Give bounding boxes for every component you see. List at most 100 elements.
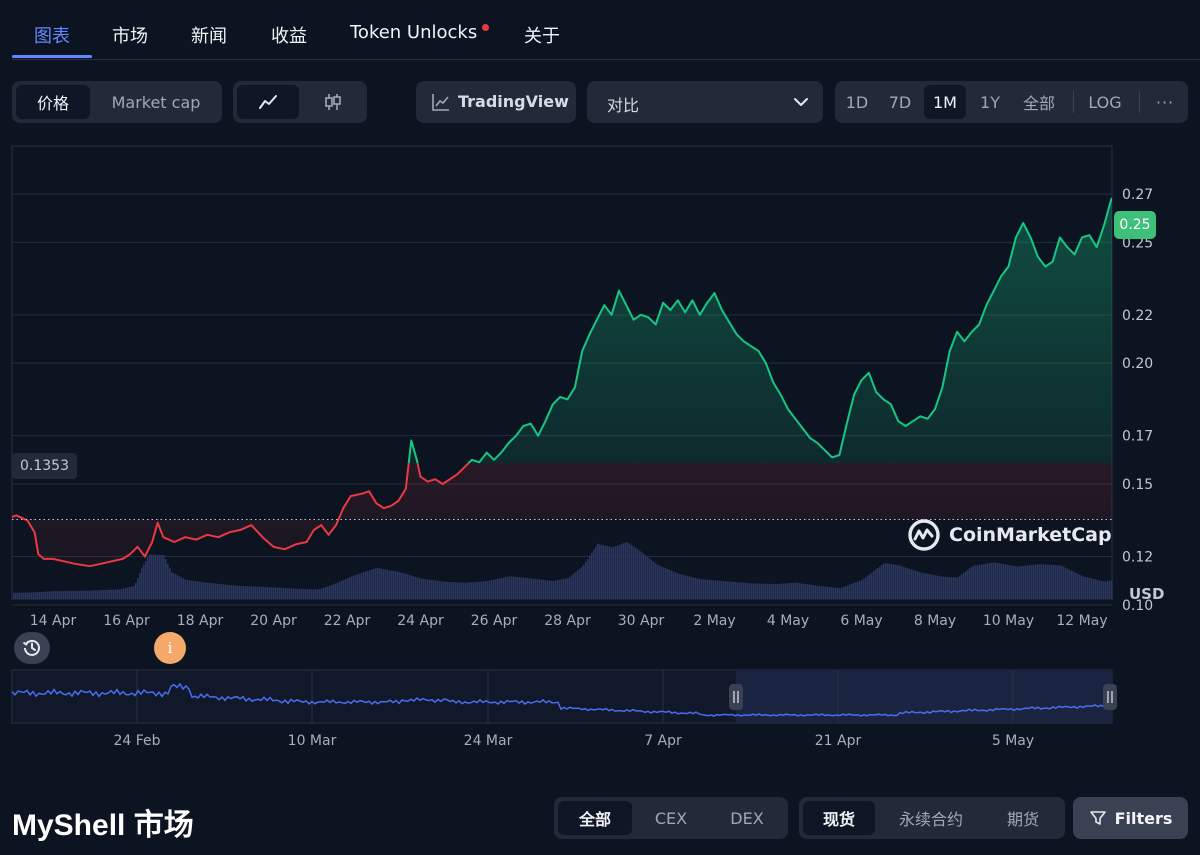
volume-bar <box>269 587 271 599</box>
volume-bar <box>75 590 77 599</box>
volume-bar <box>95 590 97 599</box>
volume-bar <box>607 546 609 599</box>
filter-all-button[interactable]: 全部 <box>558 801 632 835</box>
volume-bar <box>599 544 601 599</box>
price-button[interactable]: 价格 <box>16 85 90 119</box>
tab-news[interactable]: 新闻 <box>191 26 227 47</box>
volume-bar <box>949 577 951 599</box>
volume-bar <box>1065 567 1067 599</box>
tab-about[interactable]: 关于 <box>524 26 560 47</box>
contract-type-toggle: 现货 永续合约 期货 <box>799 797 1065 839</box>
volume-bar <box>15 592 17 599</box>
filter-cex-button[interactable]: CEX <box>654 808 688 828</box>
volume-bar <box>1009 565 1011 599</box>
volume-bar <box>245 586 247 599</box>
filter-spot-button[interactable]: 现货 <box>803 801 875 835</box>
filter-perpetual-button[interactable]: 永续合约 <box>898 810 963 829</box>
navigator-right-handle[interactable] <box>1103 684 1117 710</box>
volume-bar <box>545 580 547 599</box>
navigator-date-label: 21 Apr <box>815 733 862 749</box>
volume-bar <box>271 587 273 599</box>
volume-bar <box>649 558 651 599</box>
volume-bar <box>435 580 437 599</box>
tab-yield[interactable]: 收益 <box>271 26 307 47</box>
filter-futures-button[interactable]: 期货 <box>1006 810 1039 829</box>
volume-bar <box>239 585 241 599</box>
volume-bar <box>997 563 999 599</box>
filter-dex-button[interactable]: DEX <box>730 808 764 828</box>
volume-bar <box>711 580 713 599</box>
volume-bar <box>423 578 425 599</box>
volume-bar <box>679 574 681 599</box>
volume-bar <box>687 576 689 599</box>
volume-bar <box>193 580 195 599</box>
volume-bar <box>807 584 809 599</box>
compare-select[interactable]: 对比 <box>587 81 823 123</box>
candlestick-button[interactable] <box>303 85 363 119</box>
line-chart-button[interactable] <box>237 85 299 119</box>
tab-chart[interactable]: 图表 <box>34 26 70 47</box>
volume-bar <box>595 546 597 599</box>
volume-bar <box>645 555 647 599</box>
timeframe-1y[interactable]: 1Y <box>980 92 1000 112</box>
volume-bar <box>925 573 927 599</box>
volume-bar <box>291 588 293 599</box>
y-tick-label: 0.12 <box>1122 550 1153 566</box>
volume-bar <box>107 589 109 599</box>
volume-bar <box>869 574 871 599</box>
volume-bar <box>867 575 869 599</box>
volume-bar <box>33 592 35 599</box>
info-marker[interactable]: i <box>154 632 186 664</box>
volume-bar <box>879 566 881 599</box>
volume-bar <box>309 589 311 599</box>
volume-bar <box>937 575 939 599</box>
volume-bar <box>401 572 403 599</box>
volume-bar <box>945 576 947 599</box>
tab-markets[interactable]: 市场 <box>112 26 148 47</box>
volume-bar <box>1055 565 1057 599</box>
more-options-button[interactable]: ··· <box>1155 92 1175 112</box>
volume-bar <box>915 570 917 599</box>
market-cap-button[interactable]: Market cap <box>111 92 201 112</box>
history-button[interactable] <box>14 632 50 664</box>
volume-bar <box>741 582 743 599</box>
navigator-date-label: 24 Mar <box>464 733 513 749</box>
volume-bar <box>353 575 355 599</box>
volume-bar <box>611 547 613 599</box>
volume-bar <box>303 589 305 599</box>
tradingview-button[interactable]: TradingView <box>416 81 576 123</box>
timeframe-all[interactable]: 全部 <box>1022 94 1055 113</box>
volume-bar <box>301 588 303 599</box>
y-tick-label: 0.10 <box>1122 598 1153 614</box>
coinmarketcap-watermark: CoinMarketCap <box>907 518 1112 552</box>
volume-bar <box>995 562 997 599</box>
timeframe-1d[interactable]: 1D <box>845 92 869 112</box>
tab-token-unlocks[interactable]: Token Unlocks <box>350 22 478 43</box>
volume-bar <box>1007 564 1009 599</box>
filters-button[interactable]: Filters <box>1073 797 1188 839</box>
volume-bar <box>883 563 885 599</box>
volume-bar <box>425 579 427 599</box>
volume-bar <box>1071 570 1073 599</box>
volume-bar <box>447 581 449 599</box>
volume-bar <box>833 587 835 599</box>
timeframe-7d[interactable]: 7D <box>888 92 912 112</box>
volume-bar <box>941 576 943 599</box>
volume-bar <box>87 590 89 599</box>
volume-bar <box>451 582 453 599</box>
volume-bar <box>715 580 717 599</box>
volume-bar <box>431 580 433 599</box>
volume-bar <box>775 583 777 599</box>
volume-bar <box>453 582 455 599</box>
volume-bar <box>361 572 363 599</box>
volume-bar <box>143 564 145 599</box>
timeframe-1m[interactable]: 1M <box>924 85 966 119</box>
volume-bar <box>697 578 699 599</box>
log-scale-button[interactable]: LOG <box>1088 92 1122 112</box>
volume-bar <box>537 579 539 599</box>
volume-bar <box>1003 564 1005 599</box>
volume-bar <box>1091 578 1093 599</box>
volume-bar <box>503 577 505 599</box>
navigator-left-handle[interactable] <box>729 684 743 710</box>
volume-bar <box>225 584 227 599</box>
